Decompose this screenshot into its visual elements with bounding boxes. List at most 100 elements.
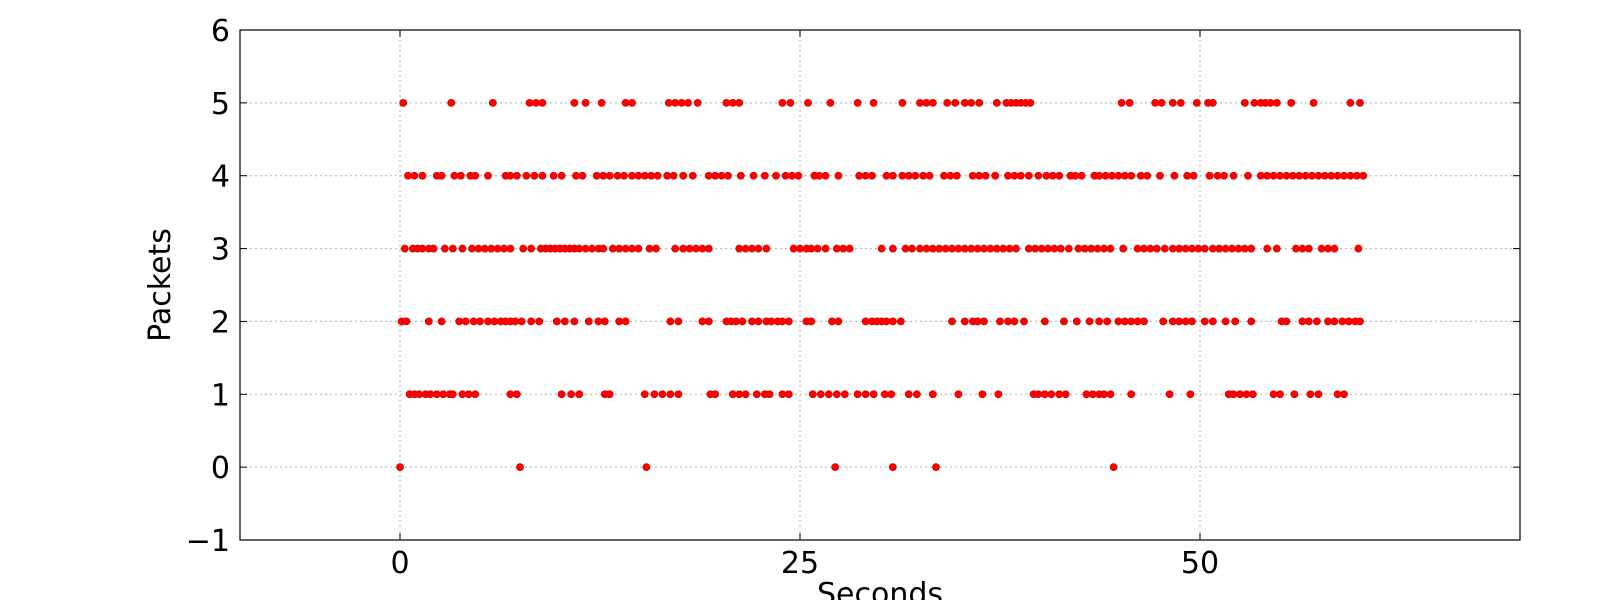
data-point — [1072, 317, 1081, 326]
data-point — [869, 390, 878, 399]
data-point — [674, 390, 683, 399]
data-point — [1208, 317, 1217, 326]
data-point — [824, 390, 833, 399]
data-point — [506, 244, 515, 253]
data-point — [813, 244, 822, 253]
y-axis-ticks: −1 0 1 2 3 4 5 6 — [186, 14, 1520, 559]
data-point — [437, 171, 446, 180]
data-point — [1119, 244, 1128, 253]
data-point — [980, 317, 988, 326]
data-point — [1200, 317, 1209, 326]
data-point — [620, 171, 628, 180]
data-point — [1016, 171, 1025, 180]
data-point — [1247, 244, 1256, 253]
data-point — [600, 317, 609, 326]
data-point — [1034, 171, 1043, 180]
data-point — [1205, 171, 1214, 180]
data-point — [832, 390, 841, 399]
data-point — [476, 317, 484, 326]
data-point — [1314, 390, 1323, 399]
data-point — [752, 390, 761, 399]
data-point — [762, 244, 771, 253]
data-point — [1192, 98, 1201, 107]
data-point — [1359, 171, 1368, 180]
data-point — [575, 390, 584, 399]
data-point — [821, 171, 830, 180]
y-axis-label: Packets — [143, 228, 178, 342]
data-point — [1077, 171, 1086, 180]
data-point — [605, 171, 614, 180]
data-point — [448, 244, 457, 253]
data-point — [1272, 98, 1281, 107]
data-point — [519, 244, 528, 253]
data-point — [456, 171, 465, 180]
data-point — [1186, 390, 1195, 399]
data-point — [560, 317, 569, 326]
data-point — [1309, 98, 1318, 107]
data-point — [557, 171, 566, 180]
data-point — [1106, 390, 1115, 399]
data-point — [996, 317, 1004, 326]
data-point — [552, 317, 561, 326]
data-point — [640, 390, 649, 399]
data-point — [932, 463, 940, 472]
data-point — [396, 463, 404, 472]
data-point — [786, 98, 795, 107]
data-point — [1330, 317, 1339, 326]
data-point — [581, 98, 590, 107]
data-point — [826, 98, 835, 107]
data-point — [1010, 317, 1019, 326]
data-point — [952, 171, 961, 180]
data-point — [684, 98, 692, 107]
data-point — [652, 244, 660, 253]
data-point — [535, 317, 544, 326]
data-point — [679, 171, 688, 180]
data-point — [1188, 317, 1196, 326]
data-point — [981, 171, 990, 180]
data-point — [570, 317, 579, 326]
data-point — [804, 98, 812, 107]
data-point — [1176, 98, 1185, 107]
data-point — [794, 171, 803, 180]
data-point — [1103, 317, 1112, 326]
data-point — [1026, 98, 1035, 107]
data-point — [1127, 171, 1136, 180]
data-point — [1160, 244, 1169, 253]
data-point — [1143, 171, 1152, 180]
data-point — [853, 390, 862, 399]
data-point — [1140, 317, 1148, 326]
y-tick-label: 2 — [211, 305, 230, 340]
data-point — [994, 390, 1003, 399]
data-point — [821, 244, 830, 253]
data-point — [1095, 317, 1104, 326]
data-point — [605, 390, 614, 399]
data-point — [522, 171, 531, 180]
data-point — [669, 171, 678, 180]
data-point — [1055, 171, 1064, 180]
data-point — [1220, 171, 1228, 180]
data-point — [447, 98, 456, 107]
y-tick-label: 6 — [211, 14, 230, 49]
data-point — [904, 390, 913, 399]
data-point — [991, 171, 1000, 180]
data-point — [978, 390, 987, 399]
data-point — [943, 98, 952, 107]
data-point — [928, 390, 937, 399]
data-point — [1340, 390, 1348, 399]
data-point — [628, 98, 636, 107]
data-points — [396, 98, 1368, 472]
data-point — [567, 390, 576, 399]
data-point — [1060, 317, 1068, 326]
y-tick-label: −1 — [186, 524, 230, 559]
data-point — [1282, 317, 1291, 326]
data-point — [458, 244, 467, 253]
data-point — [1356, 98, 1364, 107]
x-axis-label: Seconds — [817, 577, 943, 600]
data-point — [1354, 244, 1363, 253]
data-point — [1168, 98, 1177, 107]
data-point — [512, 171, 521, 180]
data-point — [1290, 390, 1299, 399]
data-point — [650, 390, 659, 399]
data-point — [908, 244, 916, 253]
data-point — [951, 98, 960, 107]
